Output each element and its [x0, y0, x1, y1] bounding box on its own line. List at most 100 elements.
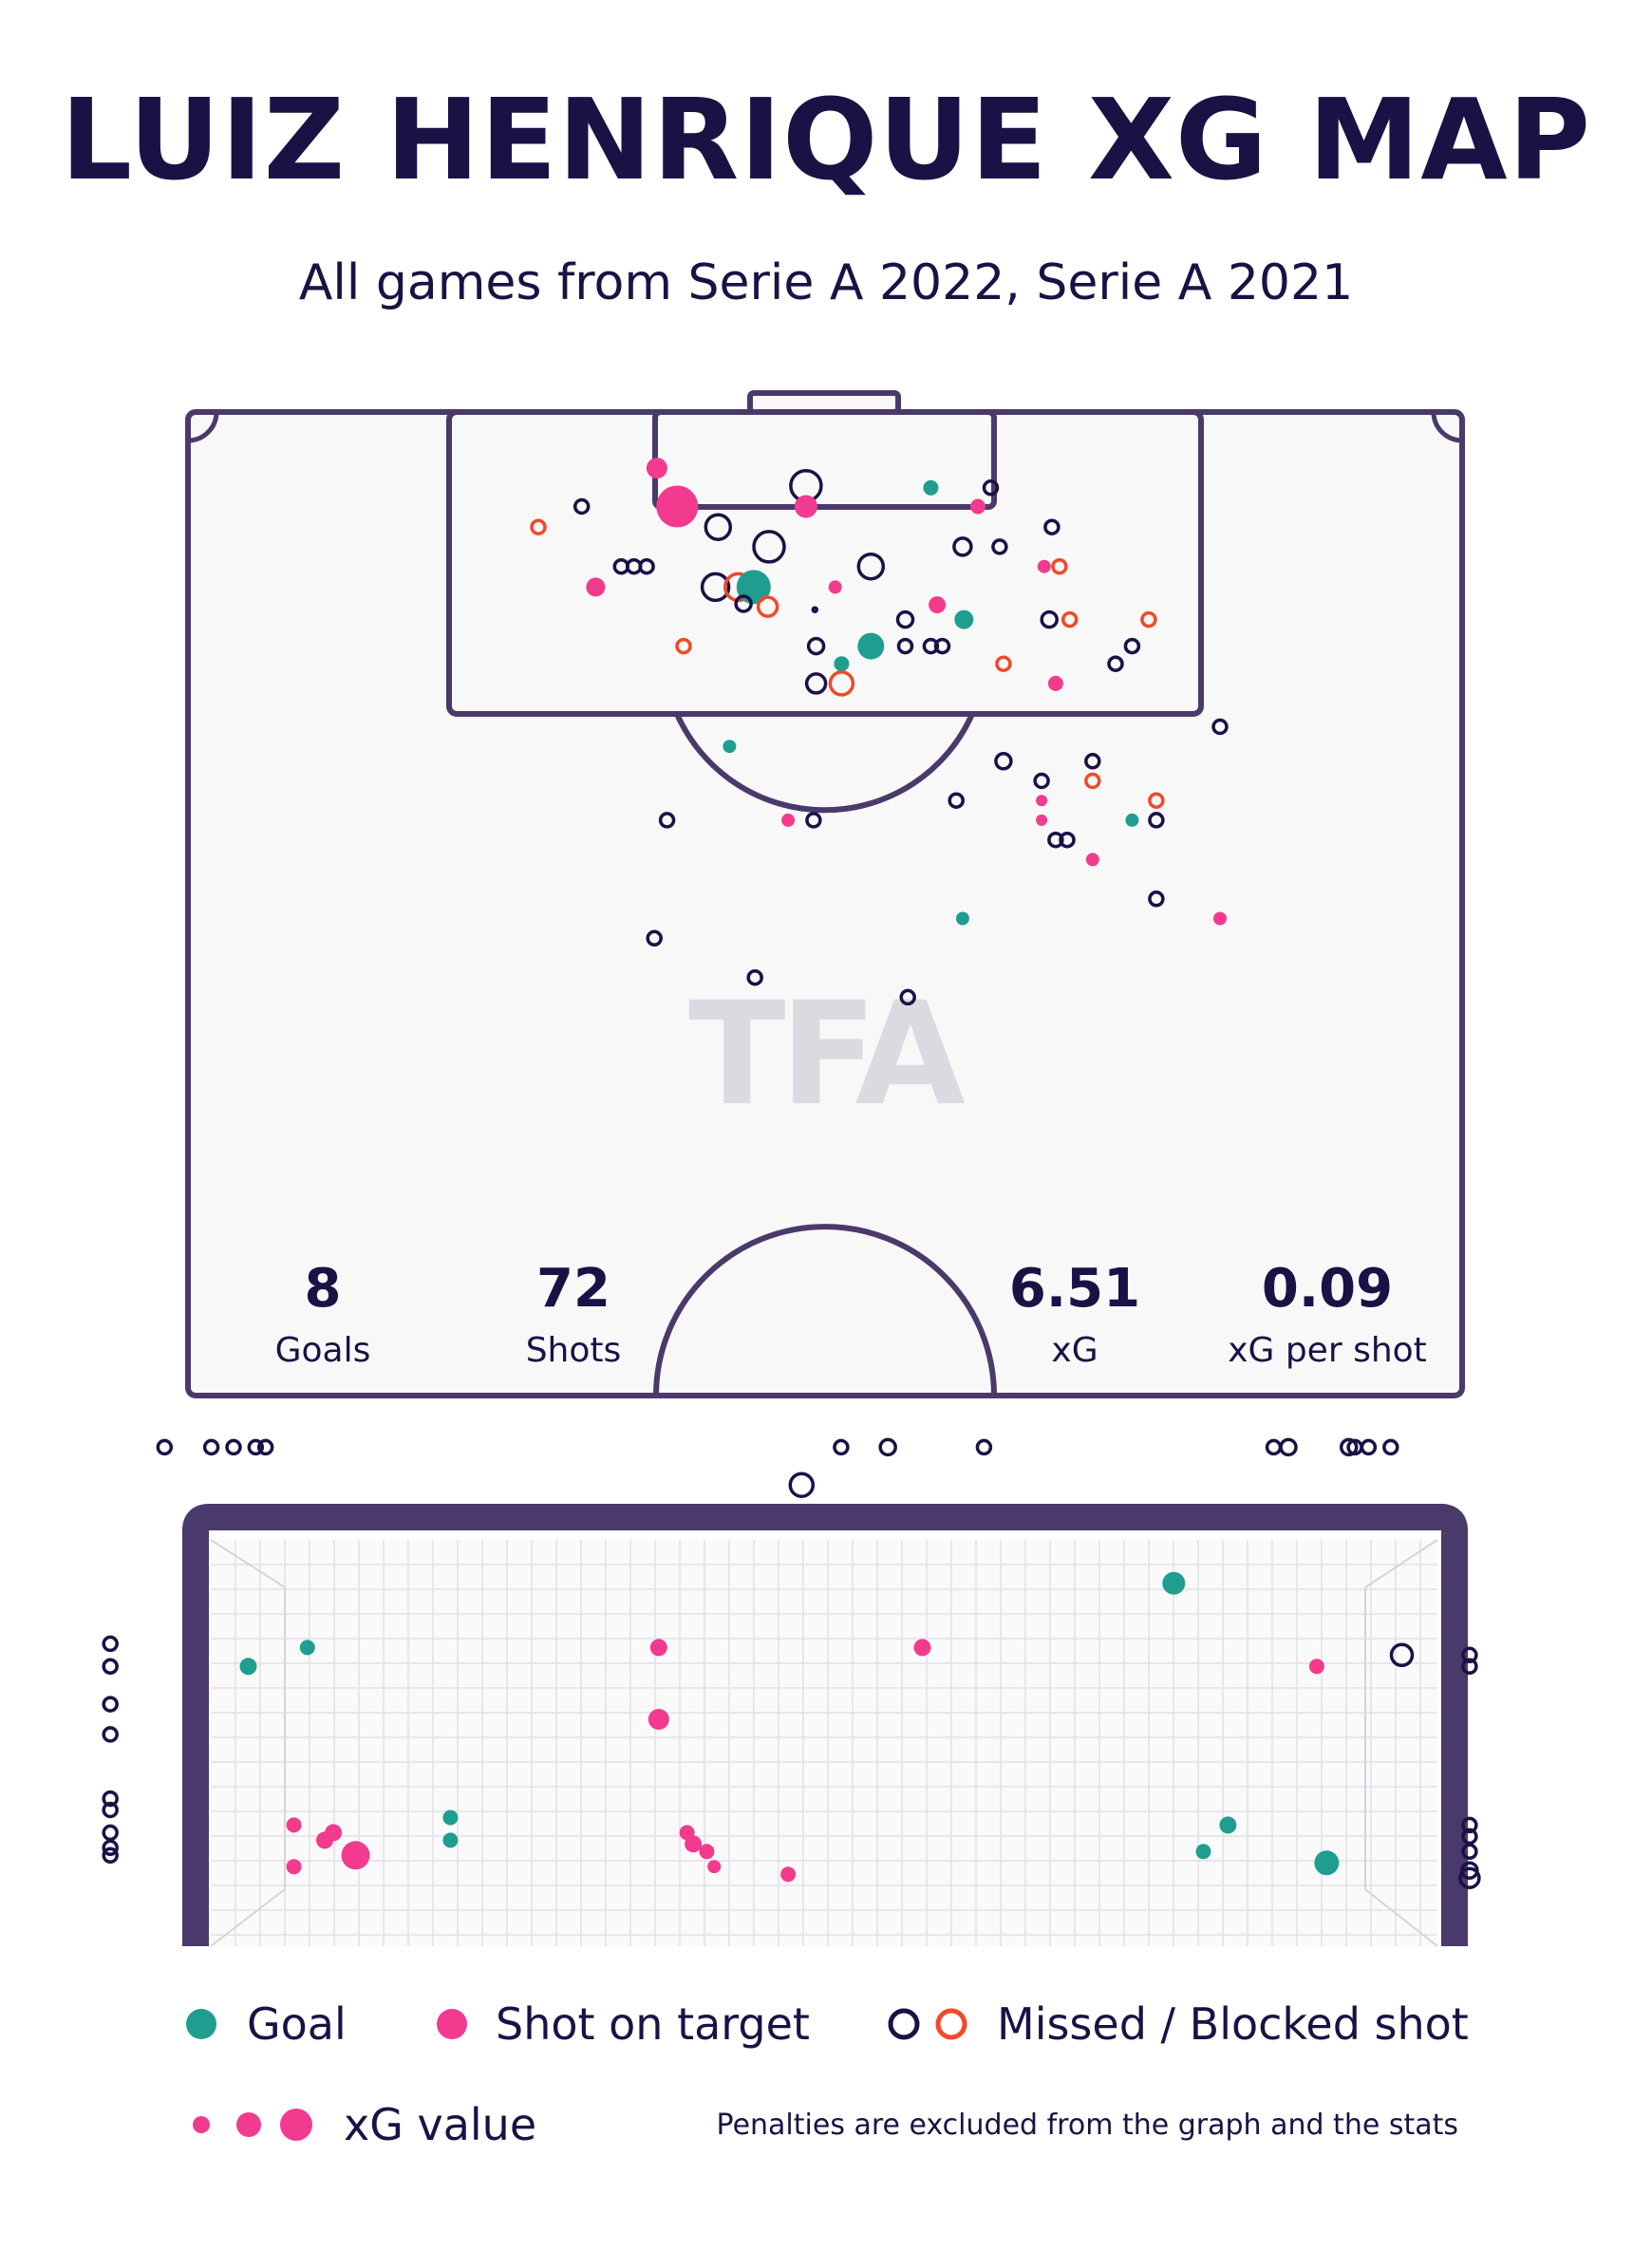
page-title: LUIZ HENRIQUE XG MAP: [60, 74, 1592, 205]
goal-shot-missed: [102, 1726, 119, 1743]
pitch-shot-missed: [991, 538, 1008, 555]
pitch-shot-missed: [856, 552, 886, 581]
net-depth-line: [210, 1539, 286, 1588]
pitch-shot-missed: [1033, 772, 1050, 790]
goal-shot-missed: [102, 1790, 119, 1808]
pitch-shot-missed: [1148, 812, 1165, 829]
goal-shot-goal: [442, 1809, 459, 1826]
goal-shot-missed: [247, 1438, 265, 1456]
goal-shot-missed: [878, 1437, 897, 1457]
pitch-shot-missed: [994, 752, 1013, 771]
goal-shot-goal: [239, 1658, 257, 1676]
pitch-shot-missed: [704, 513, 733, 541]
pitch-shot-on_target: [1036, 795, 1048, 807]
goal-shot-missed: [102, 1824, 119, 1842]
pitch-shot-missed: [1043, 518, 1061, 535]
legend-xg-label: xG value: [344, 2099, 536, 2150]
pitch-shot-missed: [933, 637, 951, 655]
goal-shot-missed: [102, 1847, 119, 1865]
pitch-shot-missed: [1047, 831, 1064, 849]
pitch-shot-missed: [573, 497, 591, 516]
pitch-shot-goal: [1125, 813, 1139, 827]
pitch-shot-on_target: [586, 577, 606, 597]
pitch-shot-missed: [734, 594, 753, 613]
pitch-shot-missed: [1123, 637, 1141, 655]
legend: Goal Shot on target Missed / Blocked sho…: [186, 1998, 1469, 2150]
stat-xg-label: xG: [1051, 1331, 1098, 1370]
goal-frame: [182, 1504, 1468, 1946]
pitch-shot-goal: [834, 656, 850, 672]
pitch-shot-on_target: [646, 458, 667, 479]
pitch-shot-goal: [955, 911, 969, 926]
pitch-shot-on_target: [929, 596, 947, 614]
goal-shot-missed: [1265, 1438, 1283, 1456]
goal-shot-on_target: [341, 1841, 370, 1870]
goal-shot-missed: [102, 1696, 119, 1713]
pitch-shot-on_target: [1213, 911, 1227, 926]
pitch-shot-missed: [1107, 655, 1124, 672]
centre-circle: [653, 1224, 997, 1397]
goal-shot-missed: [1461, 1843, 1478, 1861]
goal-shot-on_target: [286, 1817, 302, 1833]
pitch-shot-missed: [1059, 831, 1076, 849]
goal-shot-on_target: [286, 1859, 302, 1875]
pitch-shot-on_target: [828, 580, 842, 594]
pitch-shot-on_target: [1047, 675, 1063, 691]
legend-on-target-dot: [437, 2009, 467, 2039]
legend-goal-dot: [186, 2009, 216, 2039]
goal-shot-on_target: [699, 1844, 715, 1860]
goal-shot-on_target: [648, 1709, 669, 1730]
pitch-shot-blocked: [1061, 610, 1079, 628]
pitch-shot-goal: [857, 632, 885, 660]
pitch: TFA: [185, 390, 1465, 1398]
pitch-shot-missed: [646, 929, 663, 947]
goal-shot-on_target: [316, 1831, 333, 1849]
goal-shot-missed: [102, 1839, 119, 1857]
pitch-shot-on_target: [794, 495, 817, 518]
stat-goals-label: Goals: [275, 1331, 371, 1370]
pitch-shot-missed: [1211, 718, 1229, 736]
page-subtitle: All games from Serie A 2022, Serie A 202…: [298, 254, 1354, 311]
pitch-shot-missed: [804, 672, 828, 695]
pitch-shot-on_target: [656, 485, 699, 528]
pitch-shot-missed: [752, 530, 786, 564]
stat-xg-per-shot-label: xG per shot: [1228, 1331, 1427, 1370]
penalty-note: Penalties are excluded from the graph an…: [717, 2109, 1458, 2142]
goal-shot-missed: [1389, 1642, 1415, 1668]
watermark: TFA: [688, 972, 966, 1137]
stat-xg-per-shot-value: 0.09: [1262, 1258, 1393, 1320]
pitch-shot-missed: [811, 606, 819, 613]
goal-shot-missed: [156, 1438, 174, 1456]
goal-shot-goal: [1195, 1844, 1211, 1860]
pitch-shot-blocked: [675, 637, 692, 655]
pitch-shot-missed: [922, 637, 940, 655]
pitch-shot-goal: [923, 479, 939, 496]
goal-net-back: [211, 1540, 1437, 1946]
pitch-shot-missed: [896, 637, 914, 655]
goal-shot-on_target: [780, 1866, 797, 1883]
legend-xg-large: [280, 2109, 312, 2141]
net-depth-line: [1364, 1539, 1438, 1588]
goal-shot-missed: [1360, 1438, 1378, 1456]
corner-arc-right: [1431, 411, 1463, 443]
goal-shot-missed: [1461, 1646, 1478, 1664]
goal-shot-goal: [1219, 1816, 1237, 1834]
goal-frame-top: [747, 390, 901, 415]
pitch-shot-on_target: [970, 498, 986, 515]
goal-shot-missed: [1279, 1437, 1298, 1457]
pitch-shot-missed: [1084, 753, 1101, 770]
goal-shot-missed: [225, 1438, 242, 1456]
goal-mouth: [182, 1504, 1468, 1947]
goal-shot-missed: [1461, 1828, 1478, 1846]
pitch-shot-blocked: [1084, 772, 1101, 790]
goal-shot-missed: [256, 1438, 274, 1456]
pitch-shot-missed: [982, 479, 1000, 497]
pitch-shot-missed: [1148, 891, 1165, 908]
stat-shots-label: Shots: [526, 1331, 622, 1370]
pitch-shot-missed: [948, 792, 965, 809]
pitch-shot-on_target: [1036, 814, 1048, 826]
stats: 8 Goals 72 Shots 6.51 xG 0.09 xG per sho…: [275, 1258, 1427, 1370]
pitch-shot-missed: [638, 557, 655, 575]
goal-shot-on_target: [707, 1860, 722, 1874]
